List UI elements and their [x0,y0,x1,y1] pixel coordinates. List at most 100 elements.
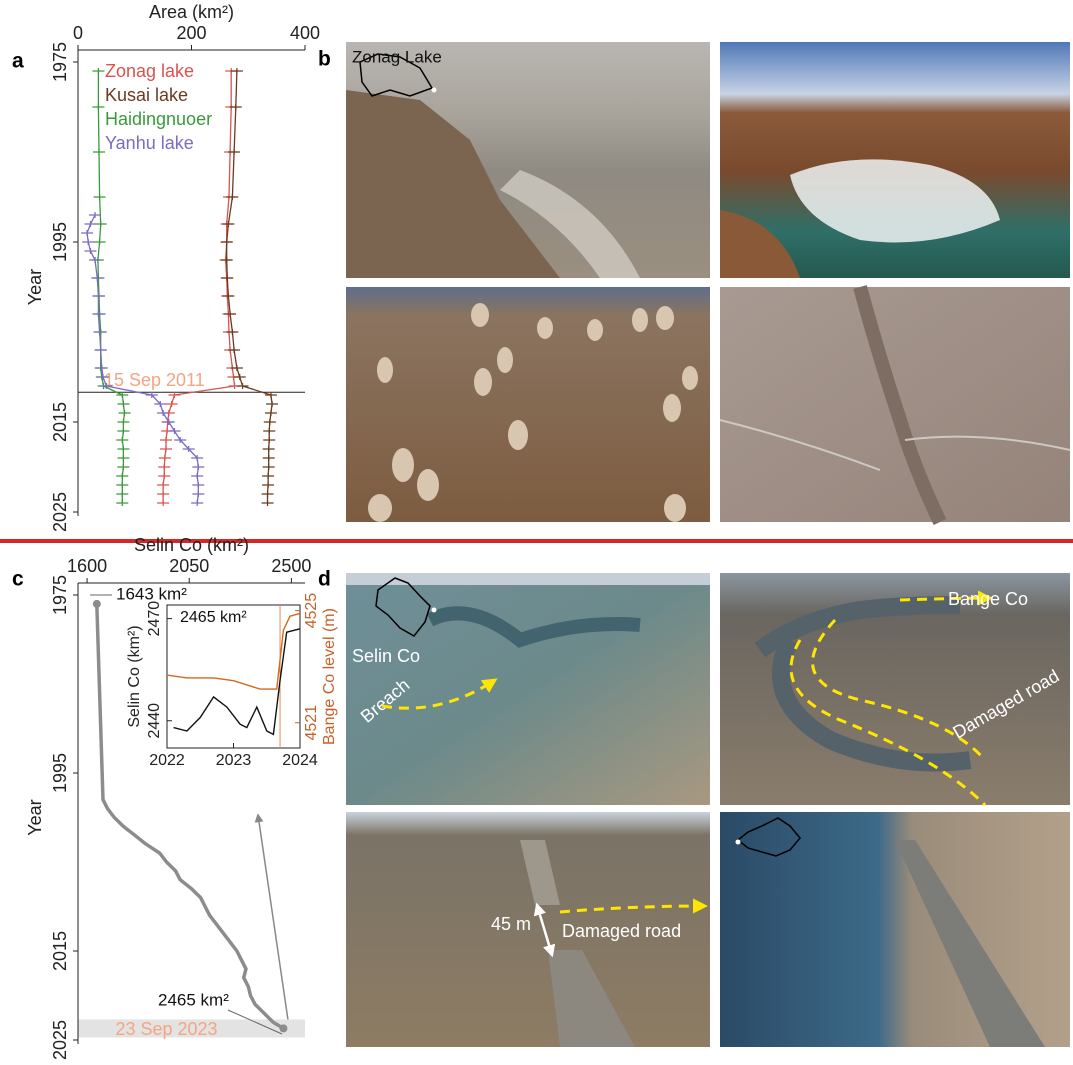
photo-label: 45 m [491,914,531,934]
point-marker [84,221,97,227]
point-marker [157,491,170,497]
x-tick-label: 2022 [149,752,185,769]
point-marker [261,500,274,506]
point-marker [93,239,106,245]
legend-entry: Kusai lake [105,85,188,105]
point-marker [229,104,242,110]
photo-b1: Zonag Lake [346,42,710,278]
annotation: 2465 km² [180,609,247,626]
photo-label: Selin Co [352,646,420,666]
point-marker [224,311,237,317]
point-marker [117,419,130,425]
point-marker [117,464,130,470]
series-line [173,628,301,736]
point-marker [168,392,181,398]
point-marker [82,239,95,245]
point-marker [230,68,243,74]
point-marker [162,419,175,425]
y2-axis-label: Bange Co level (m) [321,608,338,745]
point-marker [262,482,275,488]
point-marker [191,473,204,479]
series-line [86,214,199,504]
point-marker [118,410,131,416]
y-axis-label: Year [25,269,45,305]
end-point [279,1024,288,1033]
point-marker [228,347,241,353]
point-marker [116,437,129,443]
point-marker [100,383,113,389]
point-marker [93,329,106,335]
point-marker [261,491,274,497]
point-marker [158,464,171,470]
end-point [92,599,101,608]
point-marker [192,491,205,497]
point-marker [221,275,234,281]
point-marker [264,392,277,398]
event-label: 15 Sep 2011 [104,370,205,390]
point-marker [117,446,130,452]
legend-entry: Zonag lake [105,61,194,81]
point-marker [157,410,170,416]
point-marker [230,365,243,371]
y-tick-label: 2015 [50,402,70,442]
point-marker [94,221,107,227]
y2-tick-label: 4525 [303,593,320,629]
point-marker [263,419,276,425]
point-marker [116,491,129,497]
point-marker [95,365,108,371]
point-marker [116,392,129,398]
point-marker [226,329,239,335]
event-label: 23 Sep 2023 [115,1019,217,1039]
panel-label: a [12,50,24,73]
y-tick-label: 1995 [50,753,70,793]
y-tick-label: 1995 [50,222,70,262]
series-line [162,71,236,503]
point-marker [233,374,246,380]
photo-d1: Selin Co Breach [346,573,710,805]
point-marker [117,455,130,461]
panel-label: b [318,48,331,71]
panel-label: c [12,568,24,591]
point-marker [168,428,181,434]
point-marker [96,374,109,380]
annotation: 1643 km² [116,584,187,603]
photo-label: Bange Co [948,589,1028,609]
point-marker [92,104,105,110]
x-tick-label: 200 [176,23,206,43]
y-tick-label: 2025 [50,1020,70,1060]
point-marker [117,401,130,407]
point-marker [157,500,170,506]
point-marker [263,437,276,443]
point-marker [226,194,239,200]
event-band [78,1019,305,1038]
series-line [226,70,273,503]
photo-label: Zonag Lake [352,47,442,66]
photo-b3 [346,287,710,522]
point-marker [182,446,195,452]
point-marker [93,194,106,200]
point-marker [92,293,105,299]
legend-entry: Haidingnuoer [105,109,212,129]
y-tick-label: 1975 [50,575,70,615]
photo-b2 [720,42,1070,278]
series-line [166,612,301,690]
point-marker [191,455,204,461]
point-marker [92,68,105,74]
point-marker [192,482,205,488]
y-axis-label: Selin Co (km²) [126,625,143,727]
x-tick-label: 0 [73,23,83,43]
y-tick-label: 2470 [146,601,163,637]
x-axis-label: Area (km²) [149,2,234,22]
point-marker [92,149,105,155]
x-axis-label: Selin Co (km²) [134,535,249,555]
point-marker [145,392,158,398]
y2-tick-label: 4521 [303,705,320,741]
point-marker [264,410,277,416]
series-line [95,603,285,1030]
point-marker [158,473,171,479]
point-marker [91,275,104,281]
x-tick-label: 2500 [271,556,311,576]
y-axis-label: Year [25,799,45,835]
point-marker [154,401,167,407]
